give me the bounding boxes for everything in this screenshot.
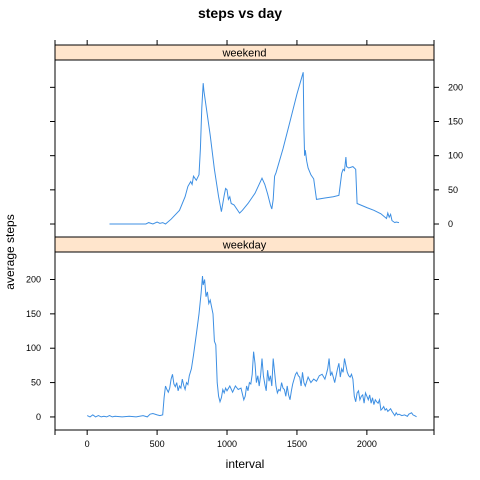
x-tick-label: 2000 [357, 439, 377, 449]
series-line-weekend [109, 72, 400, 225]
y-tick-label-weekday: 50 [31, 378, 41, 388]
y-tick-label-weekday: 0 [36, 412, 41, 422]
series-line-weekday [86, 276, 417, 418]
y-tick-label-weekday: 100 [26, 343, 41, 353]
panel-strip-label-weekday: weekday [222, 240, 267, 252]
x-axis-label: interval [226, 457, 265, 471]
x-tick-label: 1000 [217, 439, 237, 449]
x-tick-label: 1500 [287, 439, 307, 449]
chart-title: steps vs day [198, 5, 282, 21]
panel-frame-weekday [54, 251, 435, 431]
y-tick-label-weekend: 100 [448, 151, 463, 161]
y-axis-label: average steps [3, 214, 17, 289]
panel-strip-label-weekend: weekend [221, 48, 266, 60]
y-tick-label-weekday: 200 [26, 274, 41, 284]
y-tick-label-weekend: 0 [448, 219, 453, 229]
y-tick-label-weekend: 200 [448, 82, 463, 92]
y-tick-label-weekend: 50 [448, 185, 458, 195]
x-tick-label: 0 [85, 439, 90, 449]
y-tick-label-weekday: 150 [26, 309, 41, 319]
x-tick-label: 500 [150, 439, 165, 449]
y-tick-label-weekend: 150 [448, 117, 463, 127]
